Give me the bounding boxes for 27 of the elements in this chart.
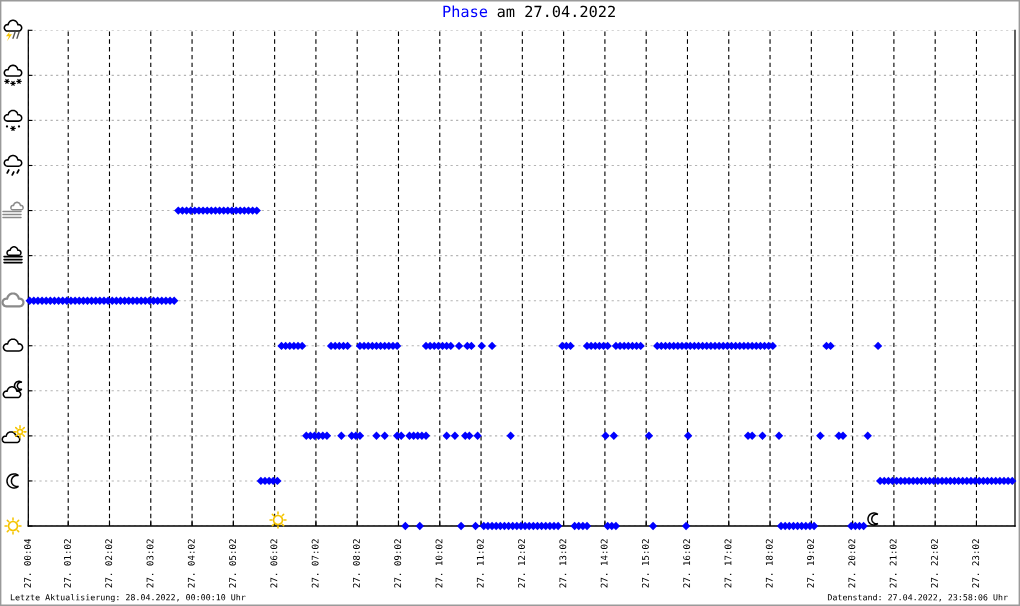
x-tick-label: 27. 02:02 xyxy=(105,539,113,588)
x-tick-label: 27. 17:02 xyxy=(724,539,732,588)
x-tick-label: 27. 23:02 xyxy=(972,539,980,588)
x-tick-label: 27. 19:02 xyxy=(807,539,815,588)
x-tick-label: 27. 13:02 xyxy=(559,539,567,588)
x-tick-label: 27. 16:02 xyxy=(683,539,691,588)
x-tick-label: 27. 21:02 xyxy=(889,539,897,588)
x-tick-label: 27. 14:02 xyxy=(600,539,608,588)
x-tick-label: 27. 22:02 xyxy=(930,539,938,588)
x-tick-label: 27. 01:02 xyxy=(63,539,71,588)
x-tick-label: 27. 00:04 xyxy=(24,538,31,588)
x-tick-label: 27. 06:02 xyxy=(270,539,278,588)
x-tick-label: 27. 12:02 xyxy=(518,539,526,588)
x-tick-label: 27. 09:02 xyxy=(394,539,402,588)
x-tick-label: 27. 05:02 xyxy=(229,539,237,588)
text: Datenstand: 27.04.2022, 23:58:06 Uhr xyxy=(827,593,1008,602)
x-tick-label: 27. 04:02 xyxy=(187,539,195,588)
x-tick-label: 27. 10:02 xyxy=(435,539,443,588)
x-tick-label: 27. 20:02 xyxy=(848,539,856,588)
text: Letzte Aktualisierung: 28.04.2022, 00:00:10 Uhr xyxy=(10,593,246,603)
x-tick-label: 27. 11:02 xyxy=(476,539,484,588)
x-tick-label: 27. 03:02 xyxy=(146,539,154,588)
x-tick-label: 27. 15:02 xyxy=(641,539,649,588)
x-tick-label: 27. 18:02 xyxy=(765,539,773,588)
x-tick-label: 27. 07:02 xyxy=(311,539,319,588)
x-tick-label: 27. 08:02 xyxy=(352,539,360,588)
chart-title: Phase am 27.04.2022 xyxy=(443,5,615,18)
